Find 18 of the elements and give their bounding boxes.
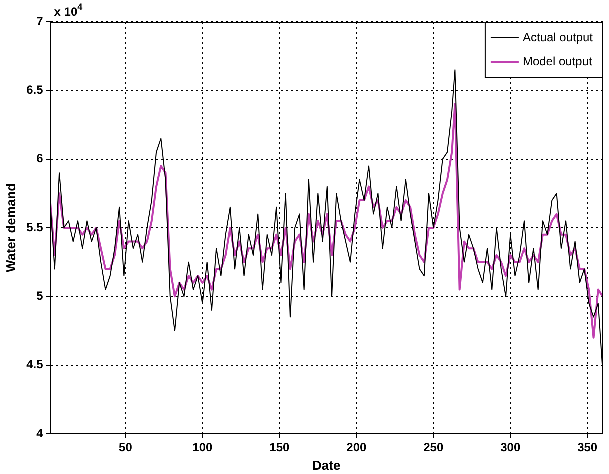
y-tick-label: 4 (36, 426, 44, 440)
y-tick-label: 5 (36, 288, 44, 303)
legend-label: Model output (522, 54, 593, 68)
legend-label: Actual output (522, 30, 594, 44)
x-tick-label: 250 (424, 440, 444, 455)
x-tick-label: 100 (192, 440, 214, 455)
y-tick-label: 7 (36, 14, 44, 28)
x-axis-title: Date (312, 458, 341, 473)
x-tick-label: 50 (119, 440, 133, 455)
x-tick-label: 350 (578, 440, 598, 455)
y-tick-label: 6.5 (26, 82, 44, 97)
y-tick-label: 6 (36, 152, 44, 166)
y-axis-title: Water demand (3, 183, 18, 273)
x-tick-label: 150 (270, 440, 290, 455)
y-tick-label: 4.5 (26, 358, 44, 372)
x-tick-label: 200 (346, 440, 367, 455)
y-tick-label: 5.5 (26, 220, 44, 234)
x-tick-label: 300 (500, 440, 521, 455)
